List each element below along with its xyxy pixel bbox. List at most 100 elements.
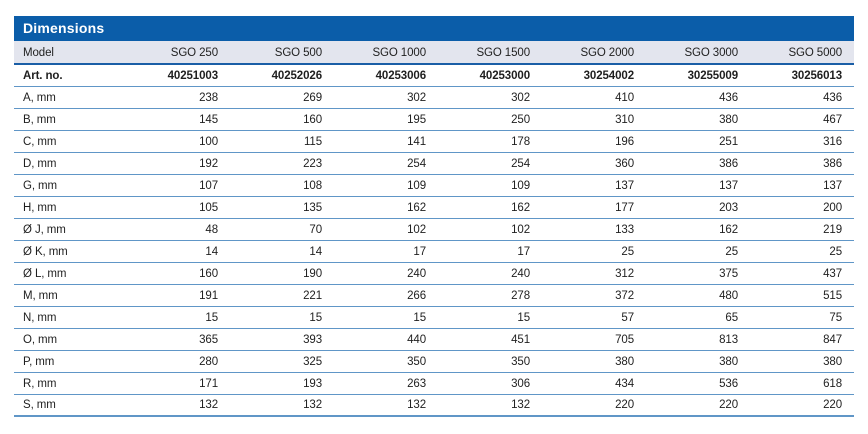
row-label-cell: N, mm [23,311,57,324]
value-cell: 195 [407,113,426,126]
table-row: A, mm 238 269 302 302 410 436 436 [14,86,854,108]
column-header: SGO 1000 [334,41,438,65]
table-row: G, mm 107 108 109 109 137 137 137 [14,174,854,196]
table-row: C, mm 100 115 141 178 196 251 316 [14,130,854,152]
row-label-cell: C, mm [23,135,57,148]
value-cell: 190 [303,267,322,280]
value-cell: 137 [823,179,842,192]
value-cell: 75 [829,311,842,324]
row-label-cell: G, mm [23,179,57,192]
value-cell: 480 [719,289,738,302]
value-cell: 109 [407,179,426,192]
value-cell: 220 [719,399,738,412]
value-cell: 132 [199,399,218,412]
table-row: Ø J, mm 48 70 102 102 133 162 219 [14,218,854,240]
value-cell: 108 [303,179,322,192]
value-cell: 380 [823,355,842,368]
value-cell: 100 [199,135,218,148]
value-cell: 162 [407,201,426,214]
row-label-cell: Art. no. [23,69,63,82]
dimensions-table: Model SGO 250 SGO 500 SGO 1000 SGO 1500 SGO 2… [14,41,854,417]
value-cell: 238 [199,91,218,104]
value-cell: 436 [719,91,738,104]
value-cell: 17 [517,245,530,258]
column-header: SGO 5000 [750,41,854,65]
value-cell: 350 [511,355,530,368]
value-cell: 410 [615,91,634,104]
value-cell: 375 [719,267,738,280]
value-cell: 48 [205,223,218,236]
row-label-cell: Ø K, mm [23,245,68,258]
value-cell: 269 [303,91,322,104]
value-cell: 263 [407,377,426,390]
column-header: SGO 3000 [646,41,750,65]
value-cell: 40252026 [271,69,322,82]
row-label-cell: B, mm [23,113,56,126]
value-cell: 250 [511,113,530,126]
value-cell: 372 [615,289,634,302]
value-cell: 278 [511,289,530,302]
row-label-cell: O, mm [23,333,57,346]
table-row: S, mm 132 132 132 132 220 220 220 [14,394,854,416]
value-cell: 434 [615,377,634,390]
row-label-cell: M, mm [23,289,58,302]
value-cell: 102 [407,223,426,236]
value-cell: 302 [407,91,426,104]
value-cell: 240 [407,267,426,280]
value-cell: 30254002 [583,69,634,82]
value-cell: 15 [309,311,322,324]
value-cell: 380 [615,355,634,368]
value-cell: 251 [719,135,738,148]
value-cell: 203 [719,201,738,214]
value-cell: 325 [303,355,322,368]
value-cell: 219 [823,223,842,236]
value-cell: 515 [823,289,842,302]
value-cell: 380 [719,113,738,126]
value-cell: 25 [725,245,738,258]
value-cell: 14 [309,245,322,258]
table-body: Art. no. 40251003 40252026 40253006 40253000… [14,64,854,416]
value-cell: 40253000 [479,69,530,82]
value-cell: 105 [199,201,218,214]
value-cell: 132 [407,399,426,412]
value-cell: 30255009 [687,69,738,82]
value-cell: 310 [615,113,634,126]
value-cell: 65 [725,311,738,324]
row-label-cell: A, mm [23,91,56,104]
value-cell: 107 [199,179,218,192]
value-cell: 141 [407,135,426,148]
value-cell: 15 [517,311,530,324]
value-cell: 40251003 [167,69,218,82]
value-cell: 137 [615,179,634,192]
value-cell: 220 [823,399,842,412]
value-cell: 436 [823,91,842,104]
value-cell: 40253006 [375,69,426,82]
table-title: Dimensions [23,20,105,36]
row-label-cell: D, mm [23,157,57,170]
value-cell: 240 [511,267,530,280]
value-cell: 254 [511,157,530,170]
value-cell: 160 [303,113,322,126]
value-cell: 70 [309,223,322,236]
row-label-cell: H, mm [23,201,57,214]
value-cell: 451 [511,333,530,346]
value-cell: 312 [615,267,634,280]
value-cell: 193 [303,377,322,390]
value-cell: 132 [511,399,530,412]
column-header: SGO 500 [230,41,334,65]
row-label-cell: R, mm [23,377,57,390]
table-row: H, mm 105 135 162 162 177 203 200 [14,196,854,218]
value-cell: 467 [823,113,842,126]
value-cell: 280 [199,355,218,368]
value-cell: 132 [303,399,322,412]
value-cell: 302 [511,91,530,104]
table-row: Ø K, mm 14 14 17 17 25 25 25 [14,240,854,262]
table-row: N, mm 15 15 15 15 57 65 75 [14,306,854,328]
table-row: D, mm 192 223 254 254 360 386 386 [14,152,854,174]
value-cell: 137 [719,179,738,192]
value-cell: 15 [205,311,218,324]
table-row: Ø L, mm 160 190 240 240 312 375 437 [14,262,854,284]
value-cell: 350 [407,355,426,368]
table-row: Art. no. 40251003 40252026 40253006 40253000… [14,64,854,86]
value-cell: 178 [511,135,530,148]
